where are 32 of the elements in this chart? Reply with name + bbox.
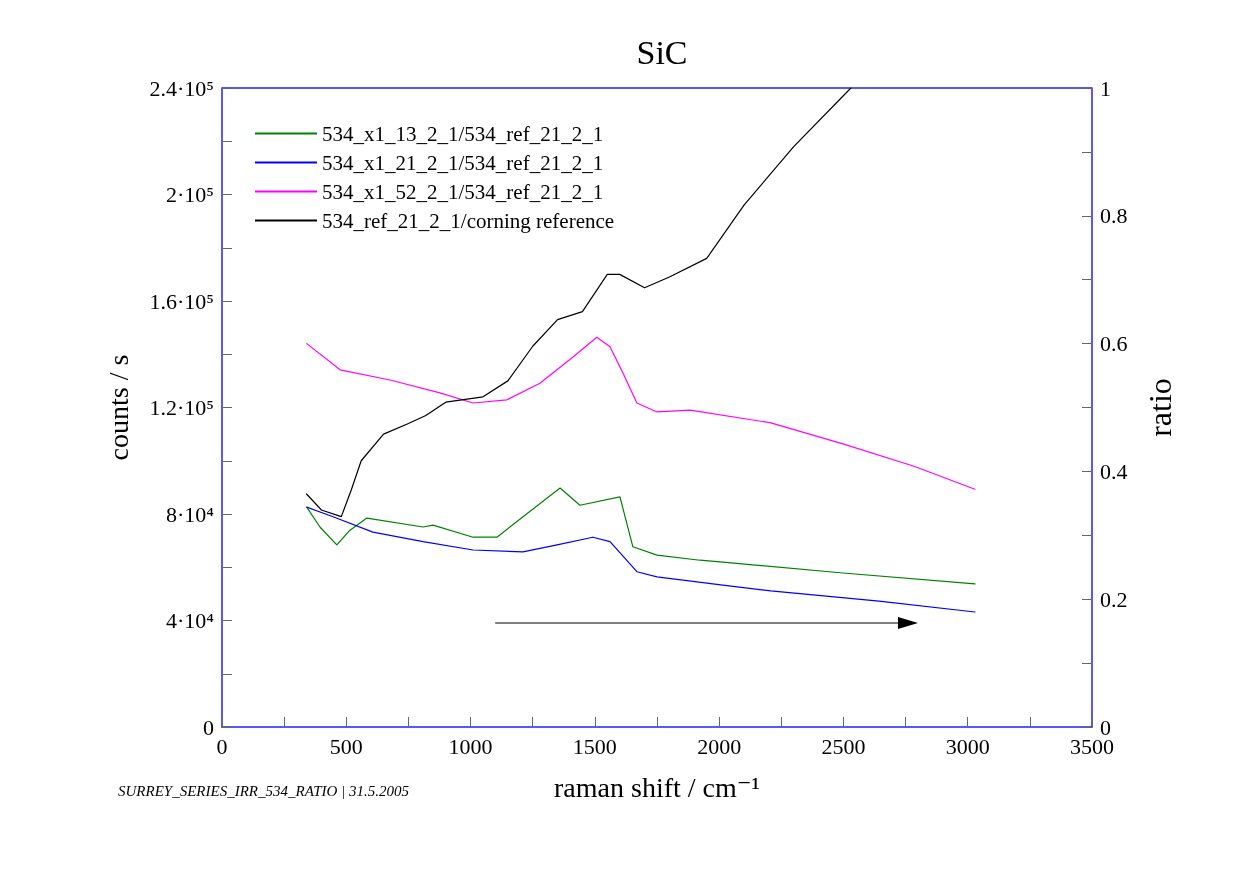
x-tick-label: 3000 [945, 733, 990, 759]
legend-label: 534_x1_13_2_1/534_ref_21_2_1 [322, 121, 604, 146]
x-tick-label: 2500 [821, 733, 866, 759]
y-tick-label: 1.2·10⁵ [149, 395, 214, 420]
y2-tick-label: 0 [1100, 714, 1111, 740]
y2-tick-label: 0.8 [1100, 203, 1128, 229]
text: SURREY_SERIES_IRR_534_RATIO | 31.5.2005 [118, 782, 410, 799]
y-tick-label: 1.6·10⁵ [149, 288, 214, 314]
y2-tick-label: 0.6 [1100, 331, 1128, 357]
y2-tick-label: 1 [1100, 75, 1111, 101]
x-tick-label: 1000 [448, 733, 493, 759]
line-series [306, 487, 976, 585]
legend-label: 534_x1_21_2_1/534_ref_21_2_1 [322, 150, 604, 175]
x-axis-title: raman shift / cm⁻¹ [554, 771, 760, 803]
y-tick-label: 2.4·10⁵ [149, 75, 214, 101]
y2-tick-label: 0.2 [1100, 586, 1128, 612]
line-series [306, 506, 976, 613]
y-tick-label: 8·10⁴ [166, 501, 215, 527]
legend-label: 534_ref_21_2_1/corning reference [322, 208, 615, 233]
x-tick-label: 2000 [697, 733, 742, 759]
y2-axis-title: ratio [1142, 378, 1178, 437]
x-tick-label: 500 [329, 733, 363, 759]
y-axis-title: counts / s [102, 354, 134, 461]
line-series [306, 336, 976, 490]
legend-label: 534_x1_52_2_1/534_ref_21_2_1 [322, 179, 604, 204]
y-tick-label: 0 [203, 714, 214, 740]
y2-tick-label: 0.4 [1100, 458, 1128, 484]
chart-title: SiC [636, 33, 688, 71]
y-tick-label: 4·10⁴ [166, 608, 215, 633]
line-series [305, 87, 852, 518]
x-tick-label: 1500 [572, 733, 617, 759]
y-tick-label: 2·10⁵ [166, 182, 214, 207]
